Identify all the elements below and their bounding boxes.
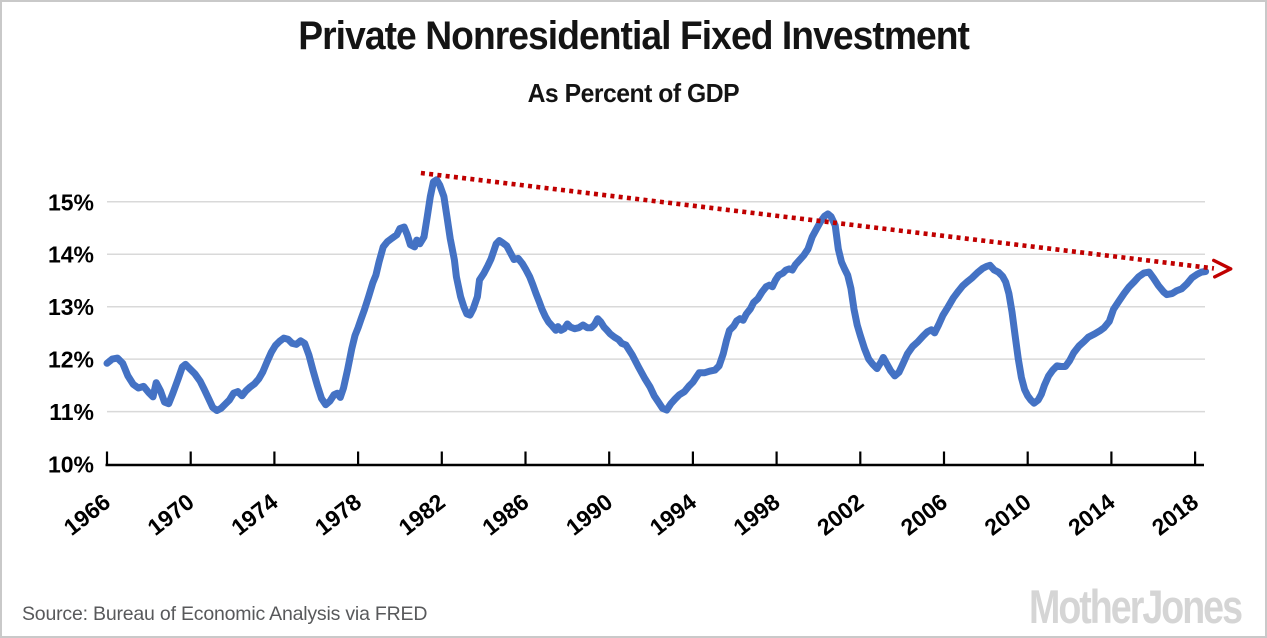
- mother-jones-logo-text: MotherJones: [1029, 580, 1243, 633]
- chart-subtitle: As Percent of GDP: [2, 78, 1265, 109]
- x-axis-label-2018: 2018: [1147, 488, 1203, 540]
- source-note: Source: Bureau of Economic Analysis via …: [22, 603, 428, 625]
- x-axis-label-1978: 1978: [310, 488, 366, 540]
- x-axis-label-2002: 2002: [812, 488, 868, 540]
- x-axis-label-2010: 2010: [979, 488, 1035, 540]
- x-axis-label-2014: 2014: [1063, 488, 1119, 540]
- x-axis-label-1982: 1982: [394, 488, 450, 540]
- y-axis-label-11pct: 11%: [49, 399, 94, 425]
- x-axis-label-2006: 2006: [896, 488, 952, 540]
- y-axis-label-13pct: 13%: [48, 294, 94, 320]
- trend-arrowhead-icon: [1212, 258, 1233, 279]
- y-axis-label-10pct: 10%: [48, 452, 94, 478]
- x-axis-label-1970: 1970: [142, 488, 198, 540]
- y-axis-label-15pct: 15%: [48, 189, 94, 215]
- chart-title-text: Private Nonresidential Fixed Investment: [298, 14, 970, 58]
- y-axis-label-14pct: 14%: [48, 242, 94, 268]
- x-axis-label-1998: 1998: [728, 488, 784, 540]
- x-axis-label-1966: 1966: [59, 488, 115, 540]
- x-axis-label-1994: 1994: [645, 488, 701, 540]
- chart-title: Private Nonresidential Fixed Investment: [2, 14, 1265, 59]
- chart-subtitle-text: As Percent of GDP: [527, 78, 740, 108]
- x-axis-label-1990: 1990: [561, 488, 617, 540]
- investment-share-line: [103, 176, 1210, 414]
- mother-jones-logo: MotherJones: [976, 580, 1243, 633]
- trend-dotted-line: [420, 170, 1215, 271]
- y-axis-label-12pct: 12%: [48, 347, 94, 373]
- x-axis-label-1986: 1986: [477, 488, 533, 540]
- x-axis-label-1974: 1974: [226, 488, 282, 540]
